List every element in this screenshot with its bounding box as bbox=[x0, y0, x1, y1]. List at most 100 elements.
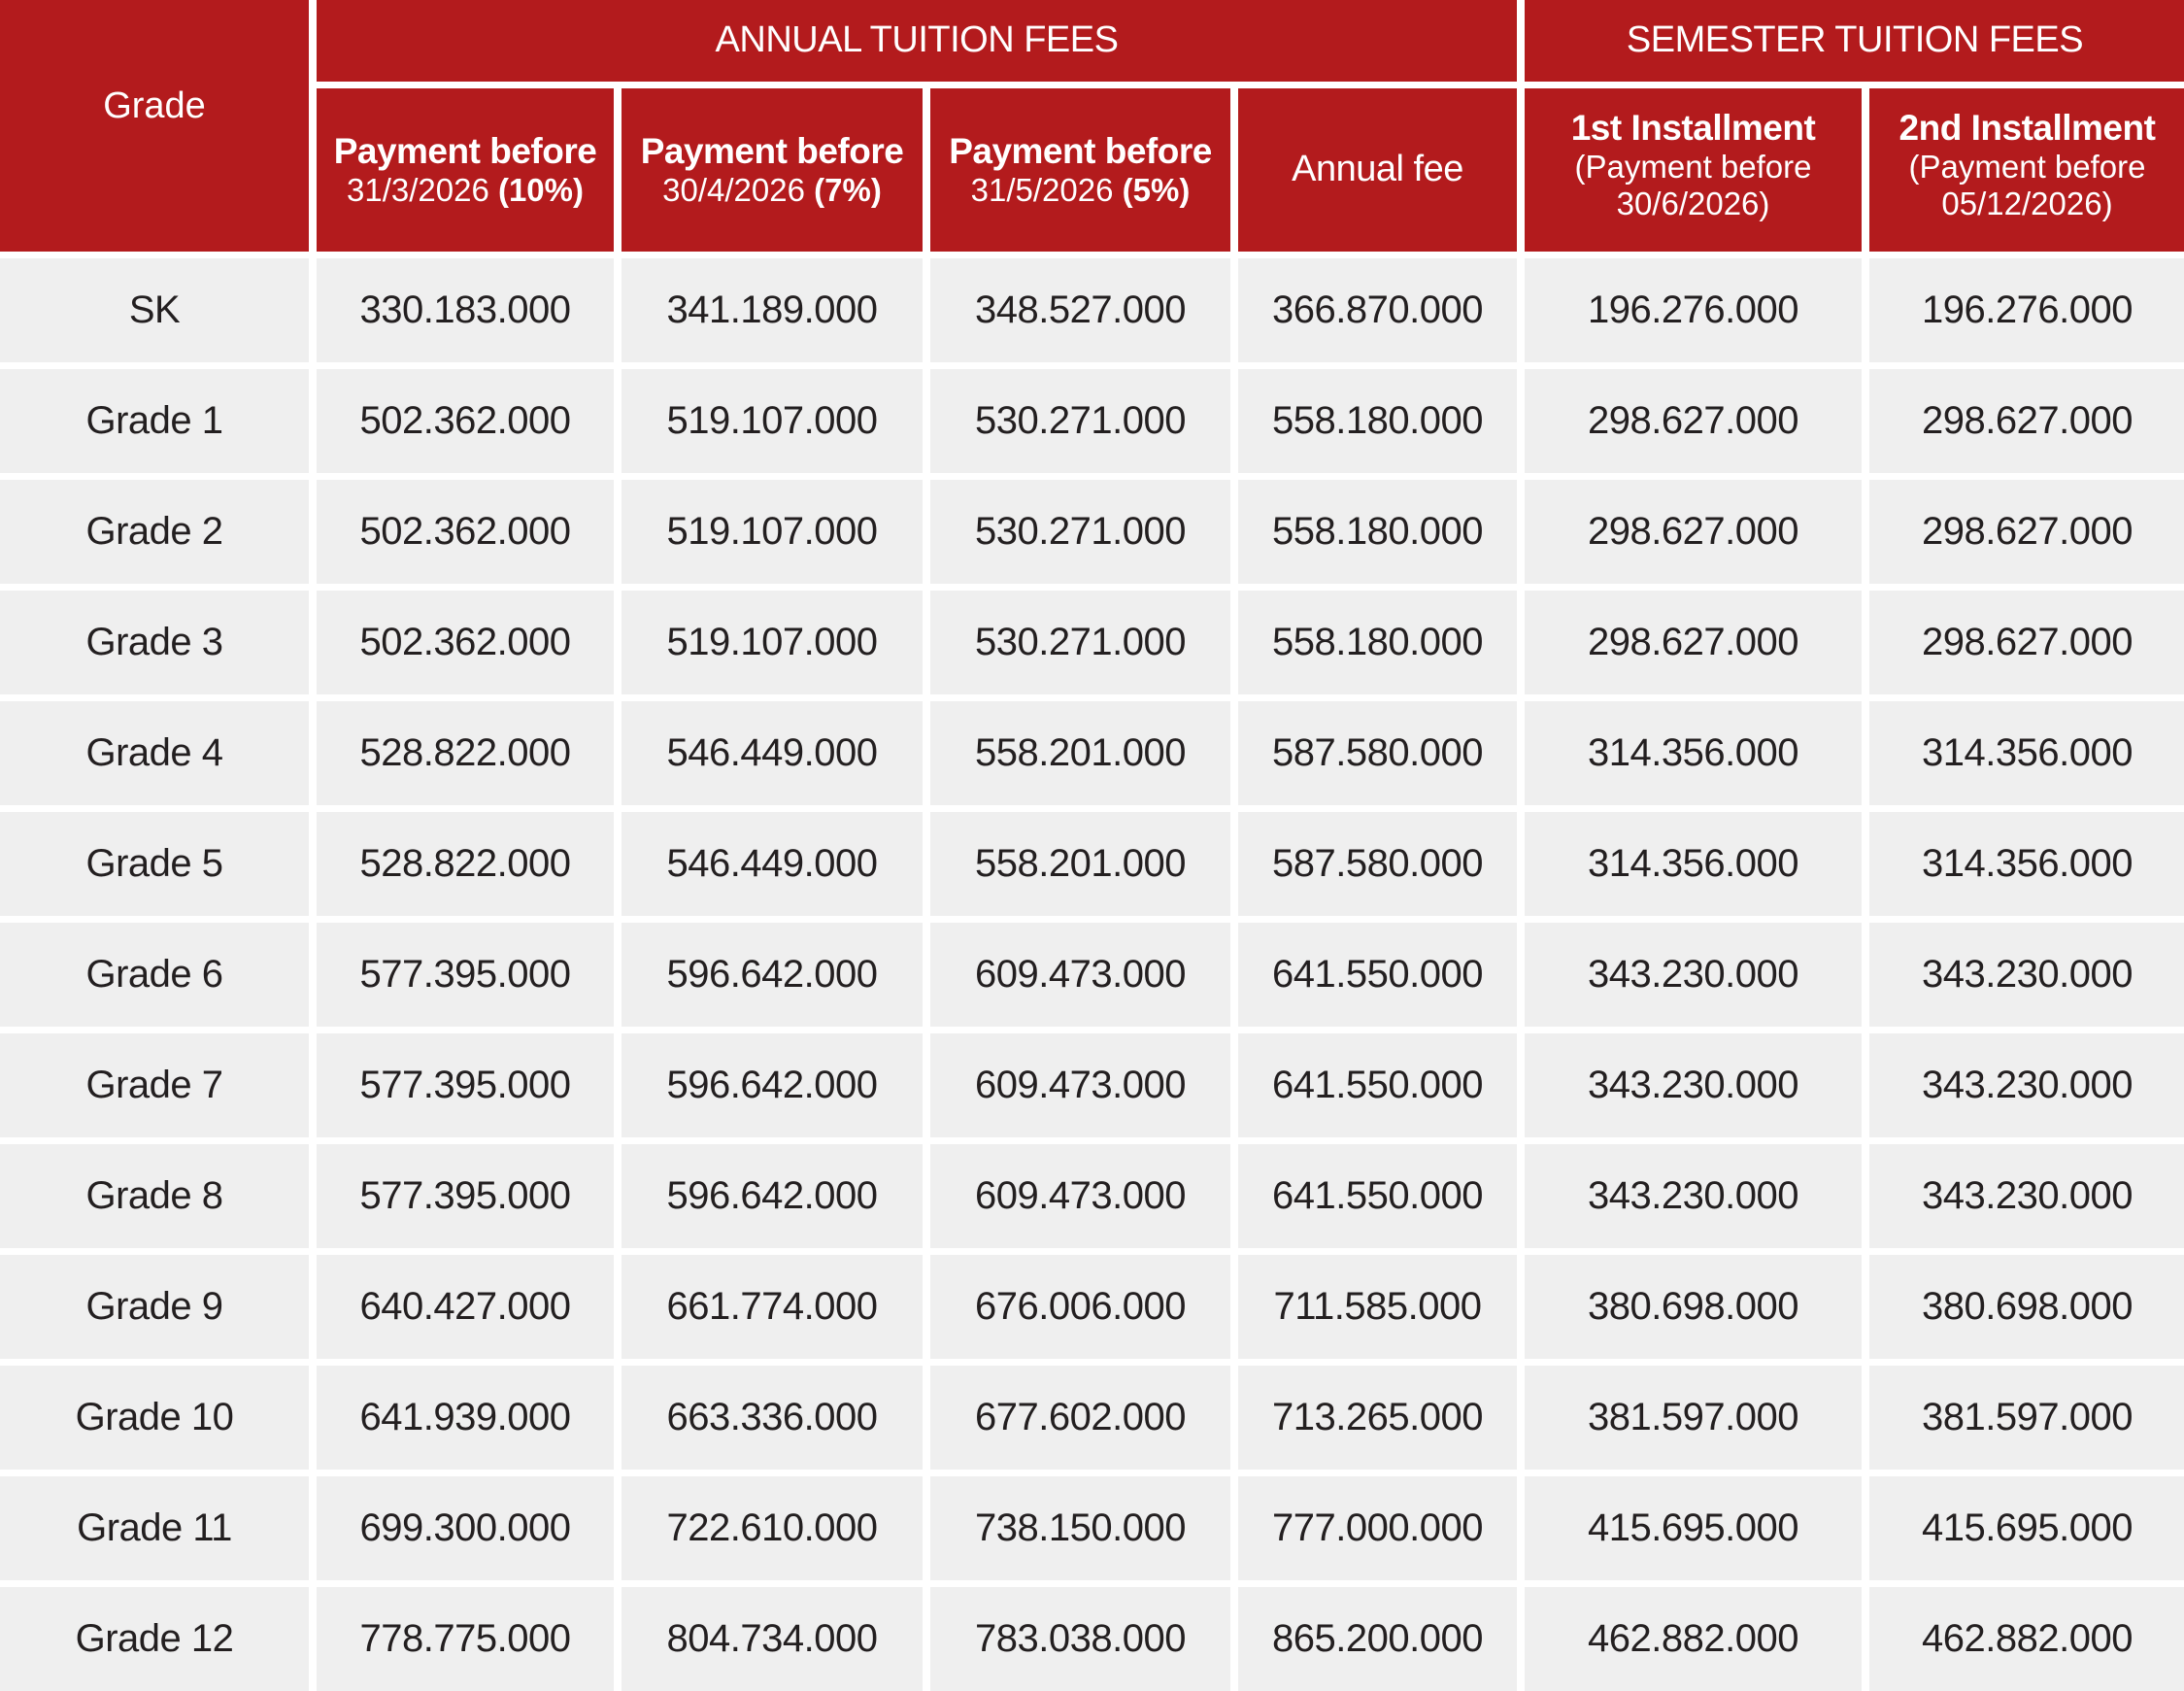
col-header-line2: 31/5/2026 (5%) bbox=[971, 172, 1191, 209]
fee-cell: 298.627.000 bbox=[1869, 591, 2184, 694]
fee-cell: 609.473.000 bbox=[930, 1033, 1230, 1137]
grade-cell: Grade 11 bbox=[0, 1476, 309, 1580]
discount: (10%) bbox=[497, 172, 584, 209]
fee-cell: 558.180.000 bbox=[1238, 369, 1517, 473]
discount: (7%) bbox=[814, 172, 882, 209]
fee-cell: 343.230.000 bbox=[1525, 1033, 1862, 1137]
fee-cell: 641.939.000 bbox=[317, 1366, 614, 1470]
fee-cell: 596.642.000 bbox=[622, 1144, 923, 1248]
date: 31/3/2026 bbox=[346, 172, 489, 209]
fee-cell: 502.362.000 bbox=[317, 369, 614, 473]
fee-cell: 343.230.000 bbox=[1525, 923, 1862, 1027]
col-header-line1: 1st Installment bbox=[1570, 107, 1816, 148]
fee-cell: 546.449.000 bbox=[622, 701, 923, 805]
fee-cell: 558.180.000 bbox=[1238, 591, 1517, 694]
discount: (5%) bbox=[1122, 172, 1191, 209]
fee-cell: 596.642.000 bbox=[622, 923, 923, 1027]
fee-cell: 314.356.000 bbox=[1525, 812, 1862, 916]
fee-cell: 343.230.000 bbox=[1869, 1144, 2184, 1248]
fee-cell: 546.449.000 bbox=[622, 812, 923, 916]
fee-cell: 558.201.000 bbox=[930, 812, 1230, 916]
fee-cell: 415.695.000 bbox=[1869, 1476, 2184, 1580]
date: 31/5/2026 bbox=[970, 172, 1114, 209]
fee-cell: 341.189.000 bbox=[622, 258, 923, 362]
fee-cell: 713.265.000 bbox=[1238, 1366, 1517, 1470]
fee-cell: 298.627.000 bbox=[1525, 369, 1862, 473]
fee-cell: 196.276.000 bbox=[1525, 258, 1862, 362]
fee-cell: 577.395.000 bbox=[317, 1144, 614, 1248]
fee-cell: 661.774.000 bbox=[622, 1255, 923, 1359]
annual-fees-group-header: ANNUAL TUITION FEES bbox=[317, 0, 1517, 82]
grade-cell: Grade 12 bbox=[0, 1587, 309, 1691]
fee-cell: 519.107.000 bbox=[622, 591, 923, 694]
fee-cell: 298.627.000 bbox=[1525, 480, 1862, 584]
col-header-line3: 05/12/2026) bbox=[1941, 186, 2113, 222]
grade-cell: Grade 8 bbox=[0, 1144, 309, 1248]
semester-fees-group-header: SEMESTER TUITION FEES bbox=[1525, 0, 2184, 82]
fee-cell: 609.473.000 bbox=[930, 923, 1230, 1027]
grade-cell: Grade 1 bbox=[0, 369, 309, 473]
fee-cell: 530.271.000 bbox=[930, 369, 1230, 473]
fee-cell: 343.230.000 bbox=[1869, 923, 2184, 1027]
grade-header: Grade bbox=[0, 0, 309, 252]
fee-cell: 343.230.000 bbox=[1869, 1033, 2184, 1137]
fee-cell: 519.107.000 bbox=[622, 480, 923, 584]
col-header-payment-30-4: Payment before 30/4/2026 (7%) bbox=[622, 88, 923, 252]
fee-cell: 778.775.000 bbox=[317, 1587, 614, 1691]
grade-cell: Grade 7 bbox=[0, 1033, 309, 1137]
fee-cell: 462.882.000 bbox=[1869, 1587, 2184, 1691]
fee-cell: 596.642.000 bbox=[622, 1033, 923, 1137]
fee-cell: 530.271.000 bbox=[930, 480, 1230, 584]
fee-cell: 381.597.000 bbox=[1525, 1366, 1862, 1470]
col-header-line1: 2nd Installment bbox=[1898, 107, 2156, 148]
grade-cell: Grade 2 bbox=[0, 480, 309, 584]
fee-cell: 528.822.000 bbox=[317, 701, 614, 805]
col-header-payment-31-3: Payment before 31/3/2026 (10%) bbox=[317, 88, 614, 252]
fee-cell: 381.597.000 bbox=[1869, 1366, 2184, 1470]
col-header-2nd-installment: 2nd Installment (Payment before 05/12/20… bbox=[1869, 88, 2184, 252]
fee-cell: 641.550.000 bbox=[1238, 923, 1517, 1027]
fee-cell: 502.362.000 bbox=[317, 591, 614, 694]
fee-cell: 677.602.000 bbox=[930, 1366, 1230, 1470]
grade-cell: Grade 10 bbox=[0, 1366, 309, 1470]
fee-cell: 519.107.000 bbox=[622, 369, 923, 473]
fee-cell: 577.395.000 bbox=[317, 1033, 614, 1137]
col-header-line1: Payment before bbox=[949, 130, 1212, 171]
fee-cell: 415.695.000 bbox=[1525, 1476, 1862, 1580]
fee-cell: 530.271.000 bbox=[930, 591, 1230, 694]
col-header-line2: (Payment before bbox=[1574, 149, 1812, 186]
grade-cell: Grade 5 bbox=[0, 812, 309, 916]
grade-cell: Grade 4 bbox=[0, 701, 309, 805]
fee-cell: 348.527.000 bbox=[930, 258, 1230, 362]
fee-cell: 738.150.000 bbox=[930, 1476, 1230, 1580]
col-header-line1: Payment before bbox=[333, 130, 597, 171]
col-header-line2: (Payment before bbox=[1908, 149, 2146, 186]
fee-cell: 558.201.000 bbox=[930, 701, 1230, 805]
fee-cell: 722.610.000 bbox=[622, 1476, 923, 1580]
fee-cell: 640.427.000 bbox=[317, 1255, 614, 1359]
fee-cell: 298.627.000 bbox=[1525, 591, 1862, 694]
col-header-line1: Payment before bbox=[640, 130, 904, 171]
fee-cell: 641.550.000 bbox=[1238, 1033, 1517, 1137]
fee-cell: 380.698.000 bbox=[1869, 1255, 2184, 1359]
fee-cell: 587.580.000 bbox=[1238, 812, 1517, 916]
fee-cell: 804.734.000 bbox=[622, 1587, 923, 1691]
fee-cell: 676.006.000 bbox=[930, 1255, 1230, 1359]
fee-cell: 609.473.000 bbox=[930, 1144, 1230, 1248]
fee-cell: 343.230.000 bbox=[1525, 1144, 1862, 1248]
fee-cell: 577.395.000 bbox=[317, 923, 614, 1027]
grade-cell: Grade 6 bbox=[0, 923, 309, 1027]
fee-cell: 699.300.000 bbox=[317, 1476, 614, 1580]
fee-cell: 314.356.000 bbox=[1525, 701, 1862, 805]
fee-cell: 196.276.000 bbox=[1869, 258, 2184, 362]
fee-cell: 298.627.000 bbox=[1869, 480, 2184, 584]
fee-cell: 314.356.000 bbox=[1869, 701, 2184, 805]
fee-cell: 462.882.000 bbox=[1525, 1587, 1862, 1691]
fee-cell: 663.336.000 bbox=[622, 1366, 923, 1470]
fee-cell: 865.200.000 bbox=[1238, 1587, 1517, 1691]
col-header-line2: 31/3/2026 (10%) bbox=[347, 172, 584, 209]
fee-cell: 502.362.000 bbox=[317, 480, 614, 584]
fee-cell: 330.183.000 bbox=[317, 258, 614, 362]
col-header-payment-31-5: Payment before 31/5/2026 (5%) bbox=[930, 88, 1230, 252]
